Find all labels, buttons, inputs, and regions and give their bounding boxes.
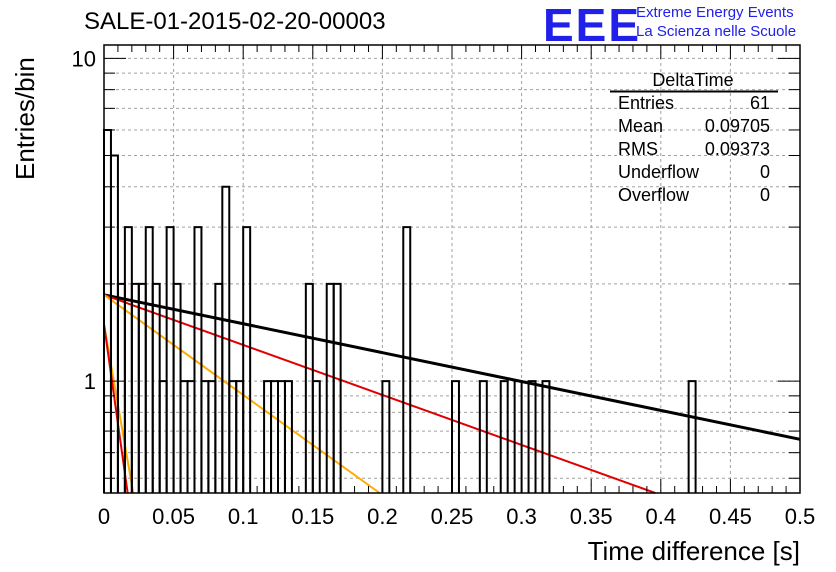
histogram-bin: [109, 154, 119, 493]
x-tick-labels: 0 0.05 0.1 0.15 0.2 0.25 0.3 0.35 0.4 0.45 0.5: [98, 504, 815, 529]
y-axis-title: Entries/bin: [10, 57, 40, 180]
y-tick-label: 10: [72, 46, 96, 71]
histogram-bin: [311, 380, 321, 493]
logo-letters: EEE: [543, 0, 642, 51]
histogram-bin: [499, 380, 509, 493]
histogram-bin: [687, 380, 697, 493]
stats-key: Overflow: [618, 185, 690, 205]
stats-value: 0: [759, 185, 770, 205]
x-tick-label: 0.5: [785, 504, 816, 529]
axis-ticks: [103, 45, 801, 493]
histogram-bin: [186, 380, 196, 493]
x-tick-label: 0.3: [506, 504, 537, 529]
histogram-bin: [207, 380, 217, 493]
x-tick-label: 0.2: [367, 504, 398, 529]
histogram-bin: [478, 380, 488, 493]
stats-key: RMS: [618, 139, 658, 159]
stats-key: Mean: [618, 116, 664, 136]
histogram-bin: [283, 380, 293, 493]
histogram-bin: [235, 380, 245, 493]
histogram-bin: [242, 226, 252, 493]
x-tick-label: 0.45: [709, 504, 752, 529]
histogram-bin: [304, 282, 314, 493]
stats-box: DeltaTime Entries 61 Mean 0.09705 RMS 0.…: [610, 70, 778, 208]
histogram-bin: [451, 380, 460, 493]
y-tick-label: 1: [84, 369, 96, 394]
histogram-bin: [193, 226, 203, 493]
x-tick-label: 0.35: [570, 504, 613, 529]
histogram: [103, 128, 697, 493]
stats-value: 0.09373: [704, 139, 770, 159]
histogram-bin: [179, 380, 189, 493]
stats-value: 61: [749, 93, 770, 113]
logo-line-1: Extreme Energy Events: [636, 4, 794, 21]
histogram-bin: [214, 282, 224, 493]
fit-curve-0: [103, 293, 801, 441]
page-title: SALE-01-2015-02-20-00003: [84, 8, 386, 35]
histogram-bin: [527, 380, 537, 493]
histogram-bin: [277, 380, 286, 493]
histogram-bin: [402, 226, 412, 493]
stats-value: 0: [759, 162, 770, 182]
stats-divider: [610, 90, 778, 93]
y-tick-labels: 1 10: [72, 46, 96, 394]
x-tick-label: 0.15: [291, 504, 334, 529]
histogram-bin: [200, 380, 210, 493]
x-tick-label: 0.25: [431, 504, 474, 529]
histogram-bin: [228, 380, 238, 493]
histogram-bin: [263, 380, 273, 493]
x-tick-label: 0.05: [152, 504, 195, 529]
histogram-bin: [158, 380, 168, 493]
logo-line-2: La Scienza nelle Scuole: [636, 23, 797, 40]
histogram-bin: [381, 380, 391, 493]
eee-logo: EEE Extreme Energy Events La Scienza nel…: [543, 0, 833, 51]
x-tick-label: 0.1: [228, 504, 259, 529]
fit-curve-1: [103, 293, 656, 494]
fit-curve-4: [103, 324, 129, 494]
histogram-bin: [221, 185, 231, 493]
histogram-bin: [513, 380, 523, 493]
x-tick-label: 0.4: [646, 504, 677, 529]
stats-key: Entries: [618, 93, 675, 113]
stats-value: 0.09705: [704, 116, 770, 136]
histogram-bin: [172, 282, 182, 493]
stats-key: Underflow: [618, 162, 700, 182]
x-axis-title: Time difference [s]: [588, 536, 800, 566]
stats-title: DeltaTime: [652, 70, 734, 90]
histogram-bin: [325, 282, 335, 493]
histogram-bin: [332, 282, 342, 493]
histogram-bin: [137, 282, 147, 493]
histogram-bin: [541, 380, 551, 493]
x-tick-label: 0: [98, 504, 110, 529]
histogram-bin: [270, 380, 279, 493]
histogram-bin: [103, 128, 112, 493]
